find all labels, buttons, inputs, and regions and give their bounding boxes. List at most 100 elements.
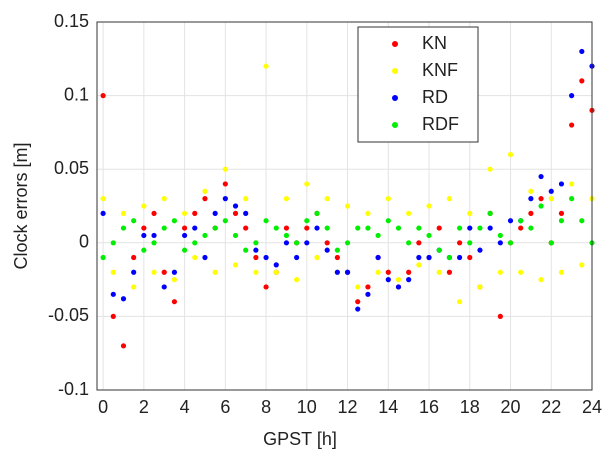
point [171, 299, 178, 305]
point [456, 225, 463, 231]
point [110, 291, 116, 297]
point [375, 254, 381, 261]
point [232, 210, 239, 216]
point [558, 181, 565, 187]
point [222, 196, 228, 202]
point [273, 225, 279, 231]
point [467, 240, 473, 246]
x-tick-label: 14 [378, 397, 398, 417]
legend-label: RDF [422, 114, 459, 134]
legend-label: KN [422, 33, 447, 53]
point [507, 240, 514, 246]
point [365, 225, 371, 231]
point [385, 277, 391, 283]
point [304, 218, 310, 224]
point [202, 188, 208, 194]
point [579, 78, 585, 84]
point [446, 254, 453, 261]
point [273, 269, 279, 275]
point [579, 262, 585, 268]
point [120, 210, 127, 216]
y-tick-label: 0.1 [64, 84, 89, 104]
point [528, 188, 534, 194]
point [375, 232, 381, 239]
x-tick-label: 0 [98, 397, 108, 417]
point [151, 240, 157, 246]
point [222, 166, 228, 172]
point [120, 296, 127, 302]
plot-frame [96, 21, 593, 391]
point [385, 218, 391, 224]
point [120, 225, 127, 231]
point [467, 225, 473, 231]
x-tick-label: 20 [501, 397, 521, 417]
point [253, 254, 259, 261]
x-tick-label: 22 [541, 397, 561, 417]
point [395, 277, 402, 283]
x-tick-label: 2 [139, 397, 149, 417]
point [141, 232, 147, 239]
point [131, 269, 137, 275]
point [131, 218, 137, 224]
point [314, 225, 320, 231]
point [100, 93, 106, 99]
point [232, 232, 239, 239]
point [304, 240, 310, 246]
point [192, 240, 198, 246]
point [232, 262, 239, 268]
point [151, 269, 157, 275]
point [446, 196, 453, 202]
point [436, 247, 442, 253]
point [131, 284, 137, 290]
point [283, 196, 290, 202]
point [355, 225, 361, 231]
x-tick-label: 24 [582, 397, 602, 417]
point [548, 240, 554, 246]
x-axis-label: GPST [h] [263, 429, 337, 449]
point [558, 269, 565, 275]
point [406, 269, 412, 275]
point [151, 232, 157, 239]
point [456, 254, 463, 261]
point [151, 210, 157, 216]
point [253, 269, 259, 275]
point [324, 196, 330, 202]
point [365, 210, 371, 216]
point [467, 254, 473, 261]
point [212, 225, 218, 231]
point [416, 254, 422, 261]
legend-marker [392, 95, 398, 101]
point [314, 210, 320, 216]
point [569, 196, 575, 202]
point [569, 122, 575, 128]
point [416, 225, 422, 231]
point [385, 196, 391, 202]
point [161, 225, 167, 231]
point [497, 232, 503, 239]
point [131, 254, 137, 261]
point [528, 196, 534, 202]
point [579, 218, 585, 224]
point [181, 210, 188, 216]
point [395, 225, 402, 231]
point [212, 269, 218, 275]
x-tick-label: 8 [261, 397, 271, 417]
point [569, 181, 575, 187]
point [304, 181, 310, 187]
point [192, 210, 198, 216]
legend-label: KNF [422, 60, 458, 80]
y-tick-label: 0.15 [54, 11, 89, 31]
y-axis-label: Clock errors [m] [11, 142, 31, 269]
legend-marker [392, 68, 398, 74]
x-tick-label: 18 [460, 397, 480, 417]
point [355, 299, 361, 305]
point [507, 151, 514, 158]
point [253, 247, 259, 253]
point [538, 173, 544, 180]
point [324, 225, 330, 231]
y-tick-label: 0.05 [54, 158, 89, 178]
point [324, 240, 330, 246]
point [120, 343, 127, 349]
point [181, 232, 188, 239]
point [416, 240, 422, 246]
